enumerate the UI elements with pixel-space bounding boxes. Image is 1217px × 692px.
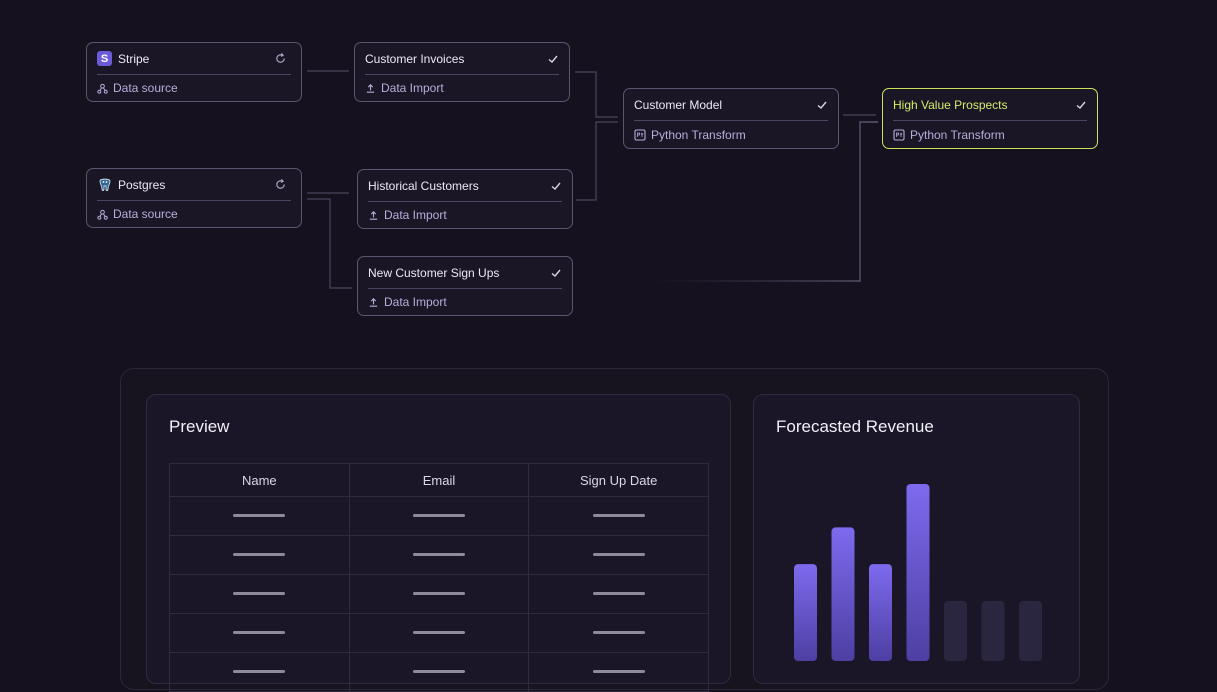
check-icon — [551, 182, 561, 190]
check-icon — [817, 101, 827, 109]
python-transform-icon — [634, 129, 646, 141]
node-customer-invoices[interactable]: Customer Invoices Data Import — [354, 42, 570, 102]
column-header-name[interactable]: Name — [169, 463, 350, 497]
table-row[interactable] — [169, 613, 709, 653]
placeholder-bar — [233, 592, 286, 596]
bar-actual — [831, 527, 855, 661]
bar-actual — [794, 564, 817, 661]
node-subtitle: Data Import — [381, 81, 444, 95]
refresh-icon[interactable] — [274, 52, 287, 65]
node-subtitle: Data Import — [384, 295, 447, 309]
edge-signups-prospects — [650, 121, 878, 282]
column-header-email[interactable]: Email — [348, 463, 530, 497]
pipeline-connectors — [307, 70, 878, 289]
placeholder-bar — [412, 592, 465, 596]
node-title: Stripe — [118, 51, 150, 66]
node-title: Postgres — [118, 177, 166, 192]
data-source-icon — [97, 209, 108, 220]
table-cell — [348, 652, 530, 692]
forecast-title: Forecasted Revenue — [776, 417, 934, 436]
refresh-icon[interactable] — [274, 178, 287, 191]
python-transform-icon — [893, 129, 905, 141]
node-subtitle: Data Import — [384, 208, 447, 222]
placeholder-bar — [592, 631, 645, 635]
bar-actual — [906, 484, 930, 661]
node-subtitle: Python Transform — [910, 128, 1005, 142]
node-new-customer-sign-ups[interactable]: New Customer Sign Ups Data Import — [357, 256, 573, 316]
forecast-panel: Forecasted Revenue — [753, 394, 1080, 684]
placeholder-bar — [233, 631, 286, 635]
node-subtitle: Data source — [113, 207, 178, 221]
node-subtitle: Data source — [113, 81, 178, 95]
node-customer-model[interactable]: Customer Model Python Transform — [623, 88, 839, 149]
table-cell — [528, 496, 709, 536]
preview-rows — [169, 496, 709, 692]
node-title: Customer Model — [634, 97, 723, 112]
placeholder-bar — [233, 514, 286, 518]
table-row[interactable] — [169, 496, 709, 536]
table-cell — [348, 613, 530, 653]
table-cell — [169, 652, 350, 692]
postgres-logo-icon — [99, 178, 111, 191]
placeholder-bar — [592, 670, 645, 674]
placeholder-bar — [412, 553, 465, 557]
upload-icon — [369, 297, 378, 307]
check-icon — [548, 55, 558, 63]
placeholder-bar — [592, 553, 645, 557]
node-stripe[interactable]: S Stripe Data source — [86, 42, 302, 102]
node-historical-customers[interactable]: Historical Customers Data Import — [357, 169, 573, 229]
node-title: Historical Customers — [368, 178, 479, 193]
table-cell — [348, 574, 530, 614]
edge-historical-model — [576, 121, 618, 201]
table-cell — [169, 496, 350, 536]
upload-icon — [366, 83, 375, 93]
placeholder-bar — [412, 670, 465, 674]
table-row[interactable] — [169, 574, 709, 614]
upload-icon — [369, 210, 378, 220]
placeholder-bar — [592, 592, 645, 596]
node-postgres[interactable]: Postgres Data source — [86, 168, 302, 228]
placeholder-bar — [233, 553, 286, 557]
node-subtitle: Python Transform — [651, 128, 746, 142]
preview-table: Name Email Sign Up Date — [169, 463, 709, 692]
check-icon — [551, 269, 561, 277]
forecast-bar-chart — [794, 484, 1042, 661]
table-cell — [348, 535, 530, 575]
table-cell — [169, 535, 350, 575]
placeholder-bar — [412, 514, 465, 518]
bar-forecast — [1019, 600, 1042, 661]
table-row[interactable] — [169, 652, 709, 692]
table-cell — [528, 652, 709, 692]
table-cell — [528, 613, 709, 653]
node-high-value-prospects[interactable]: High Value Prospects Python Transform — [882, 88, 1098, 149]
edge-postgres-signups — [307, 198, 352, 289]
check-icon — [1076, 101, 1086, 109]
table-cell — [169, 574, 350, 614]
bar-actual — [869, 564, 892, 661]
placeholder-bar — [412, 631, 465, 635]
column-header-sign-up-date[interactable]: Sign Up Date — [528, 463, 709, 497]
edge-invoices-model — [575, 71, 618, 118]
data-source-icon — [97, 83, 108, 94]
table-row[interactable] — [169, 535, 709, 575]
node-title: New Customer Sign Ups — [368, 265, 500, 280]
placeholder-bar — [592, 514, 645, 518]
table-cell — [528, 535, 709, 575]
table-cell — [528, 574, 709, 614]
preview-panel: Preview Name Email Sign Up Date — [146, 394, 731, 692]
node-title: Customer Invoices — [365, 51, 465, 66]
stripe-logo-icon: S — [97, 51, 112, 66]
node-title: High Value Prospects — [893, 97, 1008, 112]
bar-forecast — [981, 600, 1005, 661]
bar-forecast — [944, 600, 967, 661]
table-cell — [169, 613, 350, 653]
table-cell — [348, 496, 530, 536]
preview-title: Preview — [169, 417, 230, 436]
placeholder-bar — [233, 670, 286, 674]
